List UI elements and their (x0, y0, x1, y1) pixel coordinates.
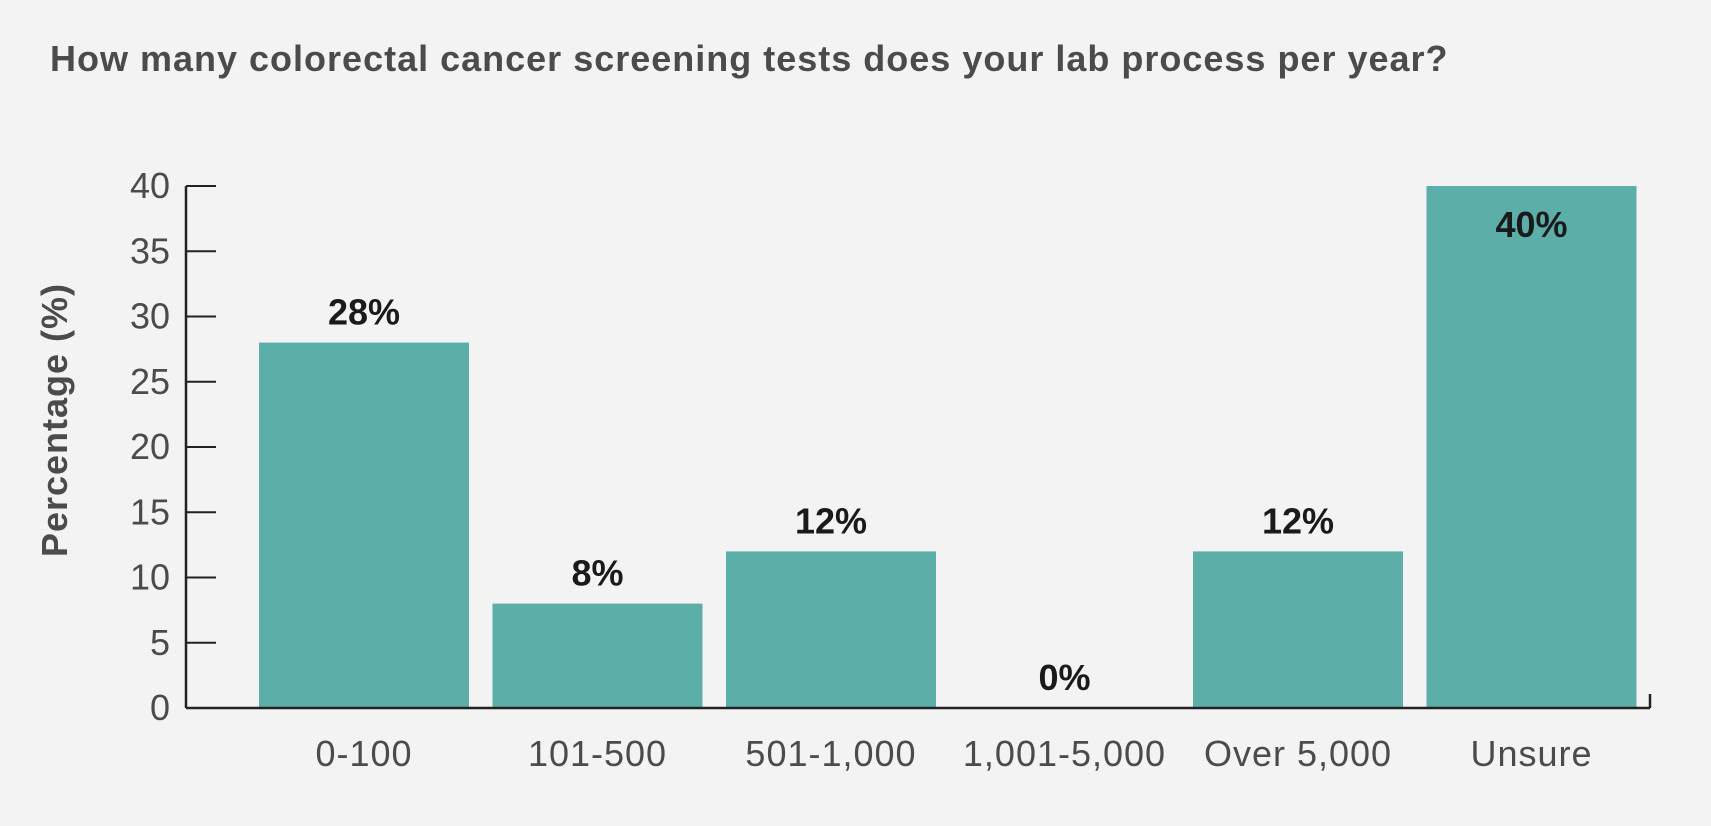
y-tick-label: 15 (130, 491, 170, 532)
bar (1426, 186, 1637, 708)
y-axis-ticks: 0 5 10 15 20 25 30 35 40 (130, 165, 216, 728)
bar (259, 342, 469, 708)
y-tick-label: 35 (130, 230, 170, 271)
chart-title: How many colorectal cancer screening tes… (50, 38, 1449, 79)
x-category-label: 501-1,000 (745, 733, 916, 774)
bar (492, 603, 703, 708)
data-label: 40% (1495, 204, 1567, 245)
axes (184, 186, 1652, 710)
y-tick-label: 5 (150, 622, 170, 663)
x-category-label: 0-100 (315, 733, 412, 774)
y-axis-label: Percentage (%) (34, 283, 75, 557)
bar (726, 551, 936, 708)
x-category-label: 1,001-5,000 (963, 733, 1166, 774)
bar (1193, 551, 1403, 708)
x-category-label: Unsure (1470, 733, 1592, 774)
x-axis-categories: 0-100 101-500 501-1,000 1,001-5,000 Over 5,0… (315, 733, 1592, 774)
y-tick-label: 40 (130, 165, 170, 206)
bars (259, 186, 1637, 708)
data-label: 12% (795, 500, 867, 541)
data-label: 28% (328, 292, 400, 333)
y-axis-label-group: Percentage (%) (34, 283, 75, 557)
data-label: 12% (1262, 500, 1334, 541)
x-category-label: Over 5,000 (1204, 733, 1392, 774)
x-category-label: 101-500 (528, 733, 667, 774)
y-tick-label: 30 (130, 296, 170, 337)
y-tick-label: 25 (130, 361, 170, 402)
data-label: 8% (571, 553, 623, 594)
y-tick-label: 20 (130, 426, 170, 467)
data-label: 0% (1038, 657, 1090, 698)
data-labels: 28% 8% 12% 0% 12% 40% (328, 204, 1568, 698)
y-tick-label: 10 (130, 557, 170, 598)
y-tick-label: 0 (150, 687, 170, 728)
